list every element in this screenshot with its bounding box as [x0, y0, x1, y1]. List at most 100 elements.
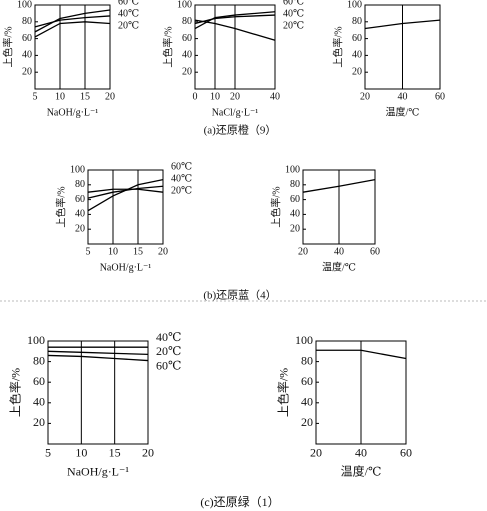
- series-label: 20℃: [171, 185, 192, 196]
- series-label: 60℃: [118, 0, 139, 7]
- y-tick-label: 60: [301, 374, 313, 388]
- y-tick-label: 60: [75, 194, 85, 205]
- series-label: 40℃: [118, 8, 139, 19]
- y-tick-label: 60: [22, 33, 32, 44]
- series-label: 60℃: [171, 161, 192, 172]
- y-tick-label: 80: [290, 179, 300, 190]
- x-tick-label: 20: [310, 445, 322, 459]
- x-axis-label: 温度/℃: [386, 105, 420, 118]
- x-tick-label: 20: [360, 91, 370, 102]
- x-tick-label: 20: [105, 91, 115, 102]
- y-tick-label: 60: [33, 374, 45, 388]
- x-tick-label: 0: [193, 91, 198, 102]
- caption: (c)还原绿（1）: [200, 494, 279, 509]
- series-label: 40℃: [283, 8, 304, 19]
- data-line: [87, 188, 164, 193]
- x-tick-label: 20: [142, 445, 154, 459]
- data-line: [194, 11, 276, 30]
- caption: (b)还原蓝（4）: [203, 289, 276, 302]
- series-label: 60℃: [283, 0, 304, 7]
- y-axis-label: 上色率/%: [276, 368, 291, 417]
- x-axis-label: NaCl/g·L⁻¹: [212, 107, 259, 118]
- x-tick-label: 15: [133, 246, 143, 257]
- series-label: 40℃: [171, 173, 192, 184]
- x-axis-label: 温度/℃: [322, 260, 356, 273]
- y-tick-label: 40: [182, 50, 192, 61]
- y-axis-label: 上色率/%: [269, 186, 282, 227]
- y-tick-label: 20: [352, 66, 362, 77]
- y-tick-label: 60: [290, 194, 300, 205]
- x-tick-label: 20: [158, 246, 168, 257]
- y-tick-label: 100: [27, 333, 45, 347]
- x-tick-label: 15: [109, 445, 121, 459]
- y-tick-label: 100: [70, 164, 85, 175]
- y-axis-label: 上色率/%: [54, 186, 67, 227]
- y-axis-label: 上色率/%: [8, 368, 23, 417]
- x-tick-label: 40: [334, 246, 344, 257]
- series-label: 60℃: [156, 359, 181, 373]
- y-axis-label: 上色率/%: [331, 26, 344, 67]
- x-axis-label: NaOH/g·L⁻¹: [67, 465, 129, 479]
- x-axis-label: 温度/℃: [341, 464, 382, 479]
- y-tick-label: 80: [22, 16, 32, 27]
- data-line: [302, 178, 376, 193]
- y-tick-label: 40: [290, 209, 300, 220]
- data-line: [364, 19, 441, 30]
- data-line: [87, 185, 164, 199]
- y-tick-label: 40: [75, 209, 85, 220]
- y-tick-label: 20: [182, 66, 192, 77]
- x-tick-label: 60: [370, 246, 380, 257]
- data-line: [47, 354, 149, 362]
- y-tick-label: 40: [33, 395, 45, 409]
- y-tick-label: 20: [75, 223, 85, 234]
- y-tick-label: 100: [295, 333, 313, 347]
- data-line: [194, 14, 276, 25]
- caption: (a)还原橙（9）: [204, 123, 277, 137]
- series-label: 20℃: [156, 344, 181, 358]
- x-tick-label: 10: [210, 91, 220, 102]
- y-tick-label: 20: [33, 415, 45, 429]
- x-tick-label: 5: [33, 91, 38, 102]
- x-tick-label: 20: [230, 91, 240, 102]
- y-axis-label: 上色率/%: [1, 26, 14, 67]
- y-tick-label: 60: [182, 33, 192, 44]
- y-tick-label: 100: [177, 0, 192, 10]
- x-tick-label: 10: [75, 445, 87, 459]
- data-line: [194, 19, 276, 41]
- x-tick-label: 40: [355, 445, 367, 459]
- y-tick-label: 100: [347, 0, 362, 10]
- x-tick-label: 60: [435, 91, 445, 102]
- y-tick-label: 40: [22, 50, 32, 61]
- y-tick-label: 60: [352, 33, 362, 44]
- series-label: 20℃: [118, 20, 139, 31]
- y-axis-label: 上色率/%: [161, 26, 174, 67]
- data-line: [34, 15, 111, 28]
- plot-frame: [87, 169, 164, 245]
- x-tick-label: 40: [270, 91, 280, 102]
- x-tick-label: 15: [80, 91, 90, 102]
- plot-frame: [34, 4, 111, 90]
- x-axis-label: NaOH/g·L⁻¹: [47, 107, 99, 118]
- y-tick-label: 20: [301, 415, 313, 429]
- y-tick-label: 20: [22, 66, 32, 77]
- y-tick-label: 40: [301, 395, 313, 409]
- x-tick-label: 5: [45, 445, 51, 459]
- x-tick-label: 10: [108, 246, 118, 257]
- y-tick-label: 40: [352, 50, 362, 61]
- x-axis-label: NaOH/g·L⁻¹: [100, 262, 152, 273]
- data-line: [47, 350, 149, 356]
- y-tick-label: 80: [182, 16, 192, 27]
- y-tick-label: 80: [75, 179, 85, 190]
- data-line: [316, 349, 407, 360]
- x-tick-label: 5: [86, 246, 91, 257]
- data-line: [34, 21, 111, 38]
- y-tick-label: 80: [301, 353, 313, 367]
- y-tick-label: 20: [290, 223, 300, 234]
- series-label: 40℃: [156, 330, 181, 344]
- y-tick-label: 80: [352, 16, 362, 27]
- x-tick-label: 40: [398, 91, 408, 102]
- series-label: 20℃: [283, 20, 304, 31]
- x-tick-label: 10: [55, 91, 65, 102]
- y-tick-label: 100: [285, 164, 300, 175]
